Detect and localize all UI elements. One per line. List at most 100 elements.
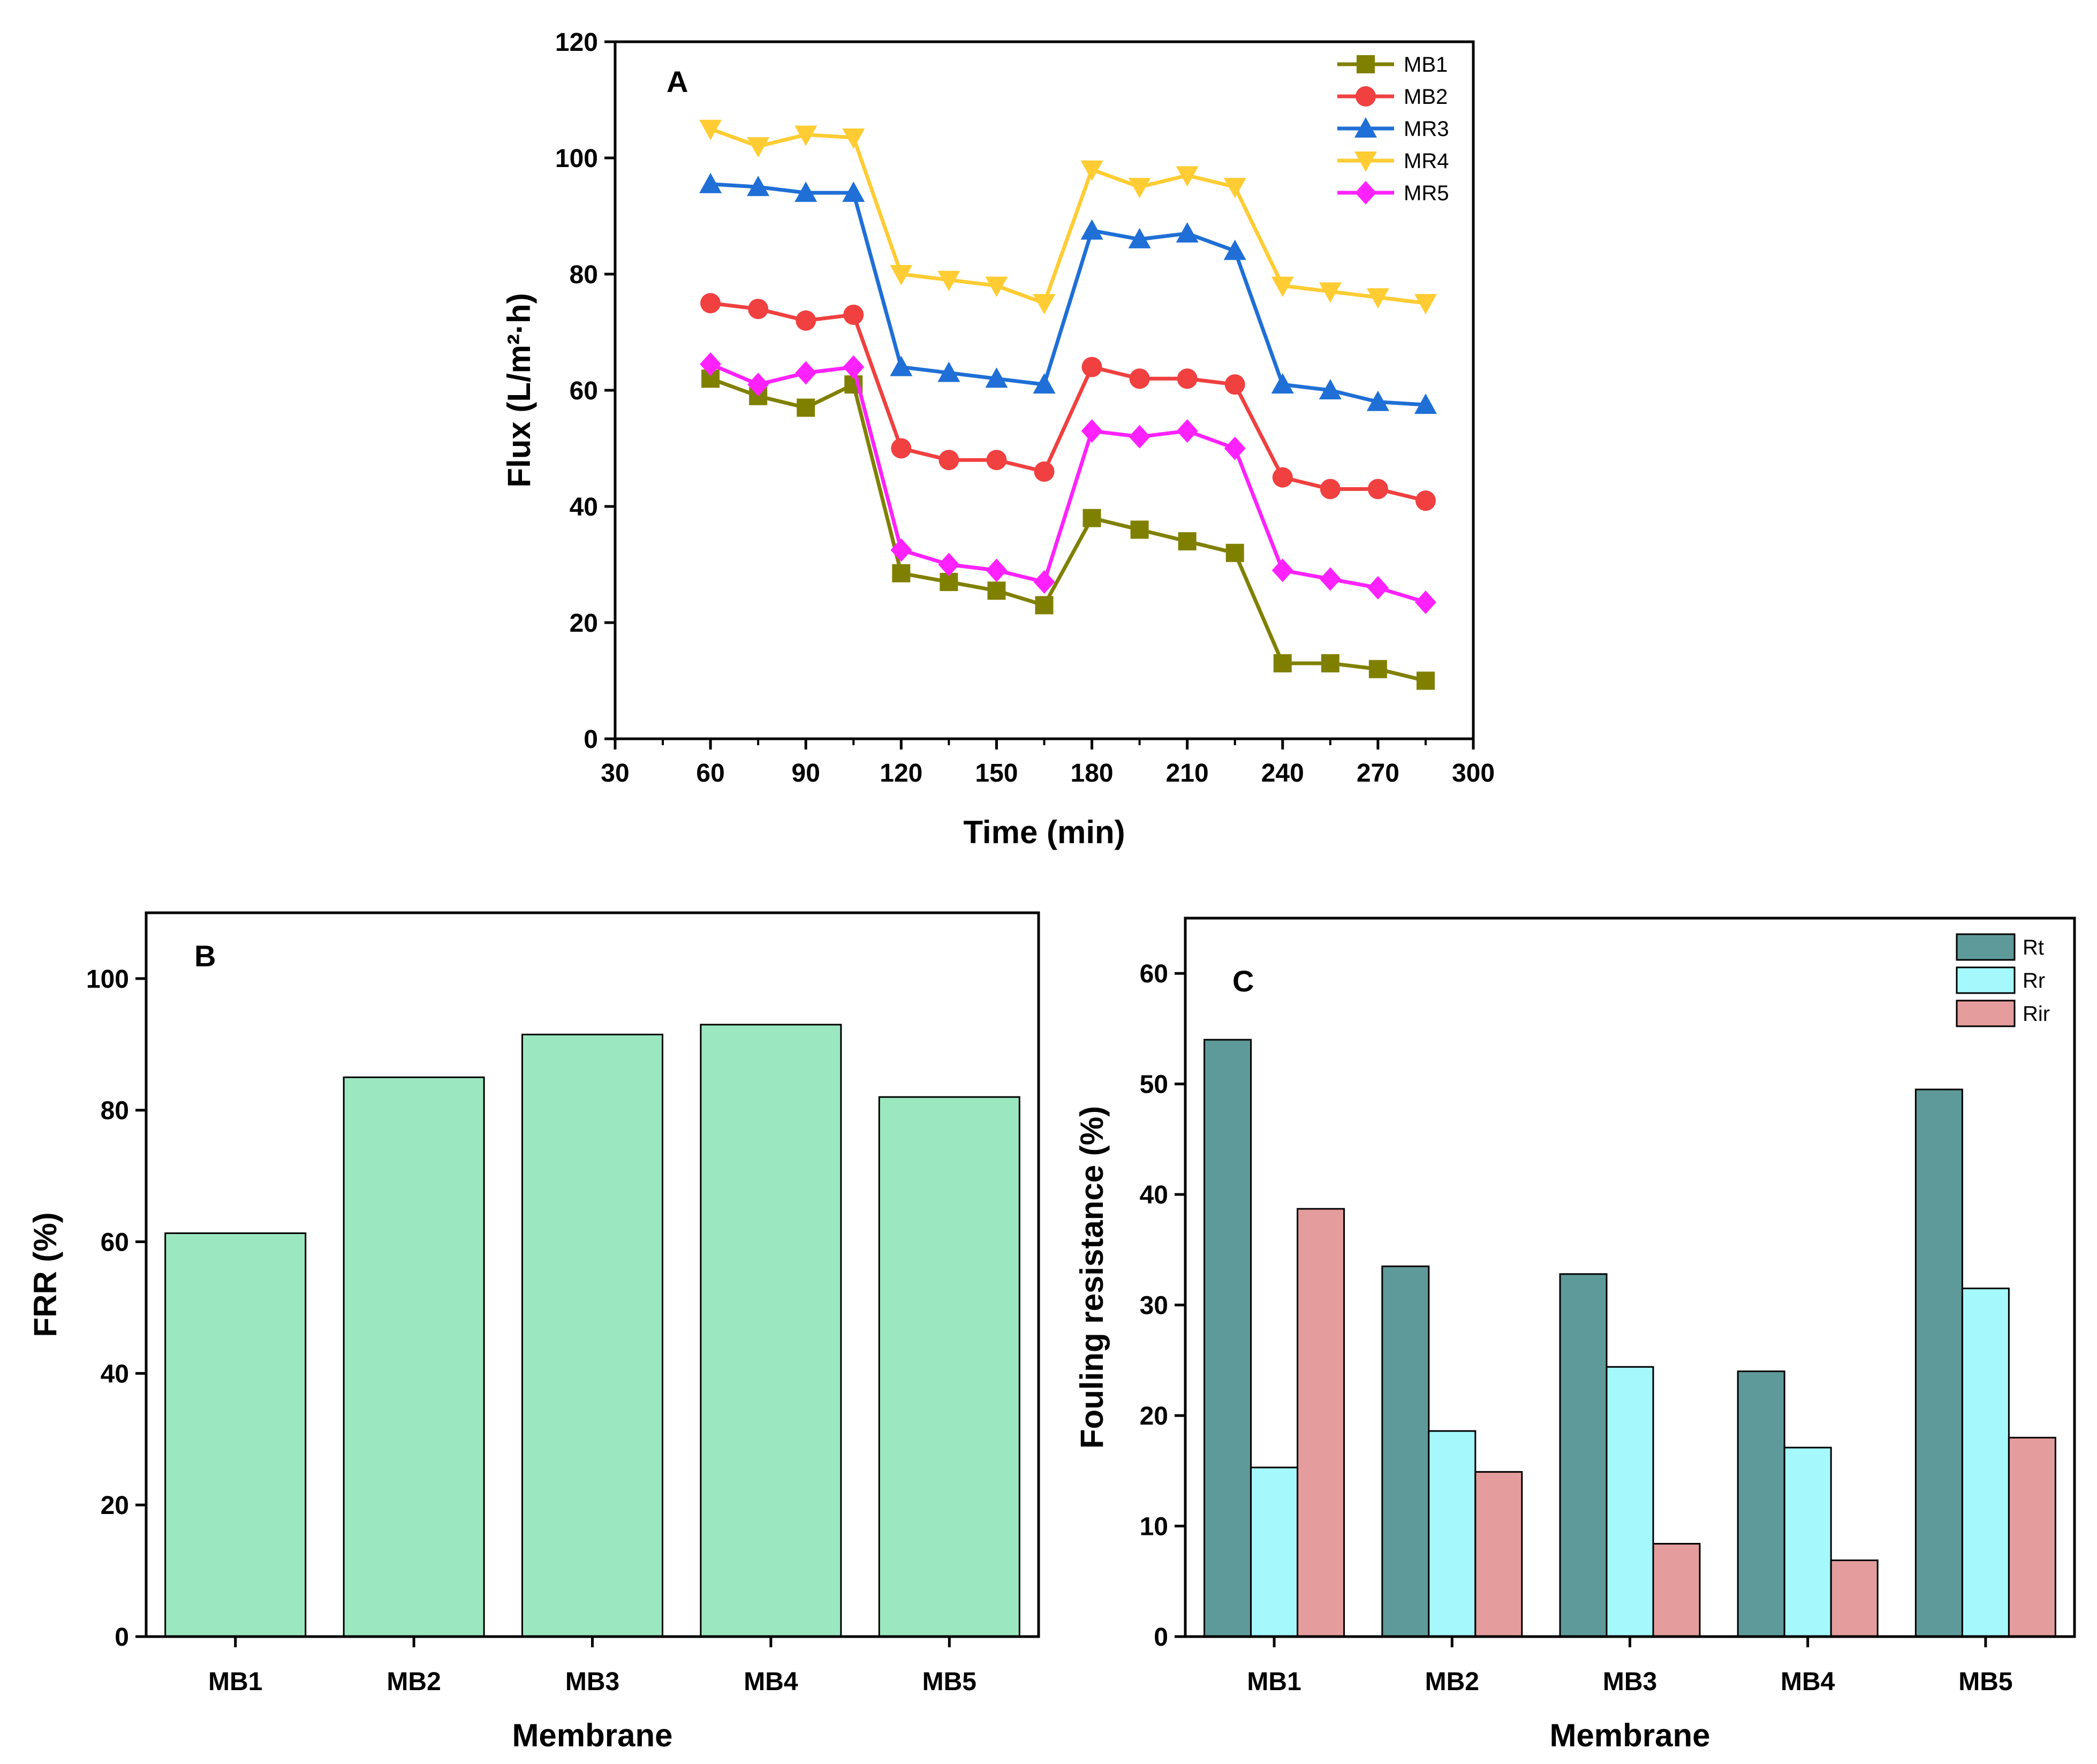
x-tick-label: 150 <box>975 759 1018 788</box>
y-tick-label: 40 <box>101 1360 129 1388</box>
series-line-mr3 <box>710 182 1426 407</box>
data-point-mr4 <box>1319 282 1342 303</box>
x-tick-label: MB2 <box>1425 1668 1479 1696</box>
data-point-mb1 <box>1178 532 1197 551</box>
data-point-mr5 <box>986 558 1008 582</box>
panel-c-label: C <box>1232 964 1254 998</box>
bar-mb5-rt <box>1914 1088 1963 1638</box>
bar-mb5-rir <box>2008 1436 2056 1638</box>
data-point-mr3 <box>794 181 817 202</box>
data-point-mr3 <box>1414 393 1437 414</box>
data-point-mb1 <box>1130 520 1149 539</box>
x-tick-label: MB2 <box>387 1668 441 1696</box>
data-point-mb1 <box>1225 543 1244 562</box>
x-tick-label: MB1 <box>208 1668 262 1696</box>
data-point-mb1 <box>1082 509 1101 527</box>
data-point-mr5 <box>795 361 817 385</box>
series-line-mb1 <box>709 377 1426 683</box>
data-point-mr4 <box>1128 178 1151 199</box>
panel-a-plot-frame <box>614 40 1475 740</box>
data-point-mr3 <box>1366 390 1389 411</box>
data-point-mb2 <box>796 310 816 331</box>
data-point-mb2 <box>1367 479 1388 499</box>
x-tick-label: MB4 <box>1781 1668 1835 1696</box>
data-point-mr4 <box>1271 276 1294 297</box>
data-point-mr3 <box>1319 379 1342 399</box>
data-point-mr5 <box>843 355 865 379</box>
data-point-mr4 <box>937 270 960 291</box>
legend-label-rt: Rt <box>2023 936 2044 959</box>
x-tick-label: MB4 <box>744 1668 798 1696</box>
data-point-mr4 <box>1223 178 1246 199</box>
series-line-mr5 <box>709 362 1426 604</box>
x-tick-label: 90 <box>792 759 820 788</box>
data-point-mb2 <box>986 450 1007 471</box>
bar-mb3-rt <box>1559 1273 1608 1638</box>
legend-label-mr3: MR3 <box>1404 117 1449 141</box>
data-point-mr3 <box>1080 219 1103 240</box>
y-axis-title: Flux (L/m²·h) <box>501 293 537 487</box>
panel-b-plot-frame <box>145 911 1040 1638</box>
data-point-mr5 <box>1224 436 1246 460</box>
data-point-mb1 <box>1321 654 1339 672</box>
legend-label-rr: Rr <box>2023 969 2045 993</box>
x-tick-label: MB3 <box>1603 1668 1657 1696</box>
data-point-mr5 <box>700 352 722 376</box>
bar-mb5 <box>878 1096 1020 1638</box>
y-tick-label: 50 <box>1140 1071 1168 1099</box>
bar-mb4-rir <box>1830 1559 1879 1638</box>
y-tick-label: 40 <box>1140 1181 1168 1209</box>
data-point-mr3 <box>1128 228 1151 248</box>
data-point-mr5 <box>1319 567 1341 591</box>
data-point-mr3 <box>842 181 865 202</box>
data-point-mr4 <box>794 125 817 146</box>
bar-mb1-rt <box>1203 1039 1252 1638</box>
y-tick-label: 0 <box>115 1623 129 1652</box>
panel-a-label: A <box>667 65 688 99</box>
data-point-mr5 <box>1271 558 1293 582</box>
data-point-mb2 <box>1415 490 1436 511</box>
data-point-mb1 <box>987 581 1006 600</box>
data-point-mr4 <box>699 119 722 140</box>
data-point-mr4 <box>842 128 865 149</box>
x-tick-label: 120 <box>880 759 922 788</box>
y-tick-label: 100 <box>555 145 598 173</box>
data-point-mr3 <box>1223 239 1246 260</box>
panel-c-grouped-bar-chart: 0 10 20 30 40 50 60 MB1 MB2 MB3 MB4 MB5 C Membrane Fou… <box>1074 917 2076 1753</box>
legend-swatch-rt <box>1956 933 2016 961</box>
legend: Rt Rr Rir <box>1956 933 2050 1027</box>
data-point-mb1 <box>797 398 815 417</box>
data-point-mb2 <box>700 293 721 314</box>
legend-marker-mr3 <box>1354 117 1377 138</box>
data-point-mr3 <box>1033 373 1056 394</box>
legend-marker-mr5 <box>1355 181 1376 205</box>
data-point-mr5 <box>747 373 769 397</box>
data-point-mr5 <box>1081 419 1103 443</box>
data-point-mr5 <box>1129 425 1150 449</box>
panel-b-label: B <box>194 939 216 973</box>
x-tick-label: 300 <box>1452 759 1495 788</box>
series-mb2 <box>700 293 1436 511</box>
data-point-mr4 <box>890 265 913 285</box>
series-line-mr4 <box>709 127 1426 306</box>
bar-mb1 <box>164 1232 307 1638</box>
data-point-mr3 <box>1176 222 1199 243</box>
data-point-mb1 <box>1368 660 1387 678</box>
data-point-mr5 <box>890 538 912 562</box>
x-tick-label: MB3 <box>565 1668 619 1696</box>
legend-marker-mb1 <box>1357 55 1375 73</box>
y-tick-label: 0 <box>1154 1623 1168 1652</box>
x-tick-label: MB1 <box>1247 1668 1301 1696</box>
y-tick-label: 40 <box>570 493 598 521</box>
y-tick-label: 0 <box>584 725 598 754</box>
data-point-mr4 <box>985 276 1008 297</box>
y-tick-label: 80 <box>101 1097 129 1125</box>
series-line-mb2 <box>710 301 1426 503</box>
x-axis-title: Membrane <box>512 1717 672 1753</box>
y-tick-label: 60 <box>1140 960 1168 988</box>
x-axis-title: Time (min) <box>963 814 1125 850</box>
bar-mb2-rir <box>1474 1471 1523 1638</box>
data-point-mb1 <box>1416 671 1435 690</box>
data-point-mb2 <box>1129 368 1150 389</box>
data-point-mb2 <box>1177 368 1198 389</box>
